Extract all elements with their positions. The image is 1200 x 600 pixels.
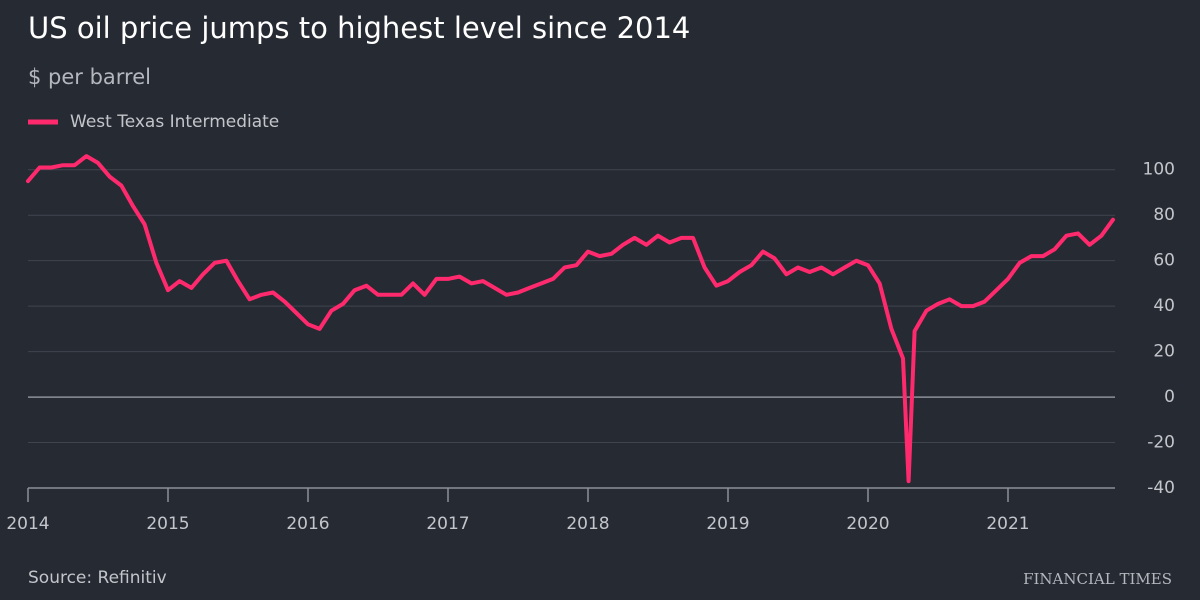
y-tick-label: 20 xyxy=(1153,342,1175,362)
x-tick-label: 2018 xyxy=(566,514,609,534)
y-tick-label: 40 xyxy=(1153,296,1175,316)
legend-label: West Texas Intermediate xyxy=(70,112,279,132)
y-tick-label: 60 xyxy=(1153,251,1175,271)
y-tick-label: 100 xyxy=(1143,160,1175,180)
chart-title: US oil price jumps to highest level sinc… xyxy=(28,11,690,45)
chart-subtitle: $ per barrel xyxy=(28,65,151,89)
y-tick-label: 0 xyxy=(1164,387,1175,407)
brand: FINANCIAL TIMES xyxy=(1023,570,1172,588)
source: Source: Refinitiv xyxy=(28,568,167,588)
y-tick-label: -40 xyxy=(1147,478,1175,498)
x-tick-label: 2015 xyxy=(146,514,189,534)
x-tick-label: 2016 xyxy=(286,514,329,534)
x-tick-label: 2017 xyxy=(426,514,469,534)
x-tick-label: 2021 xyxy=(986,514,1029,534)
x-tick-label: 2019 xyxy=(706,514,749,534)
line xyxy=(26,154,1115,484)
y-tick-label: 80 xyxy=(1153,205,1175,225)
x-tick-label: 2020 xyxy=(846,514,889,534)
y-tick-label: -20 xyxy=(1147,433,1175,453)
x-tick-label: 2014 xyxy=(6,514,49,534)
